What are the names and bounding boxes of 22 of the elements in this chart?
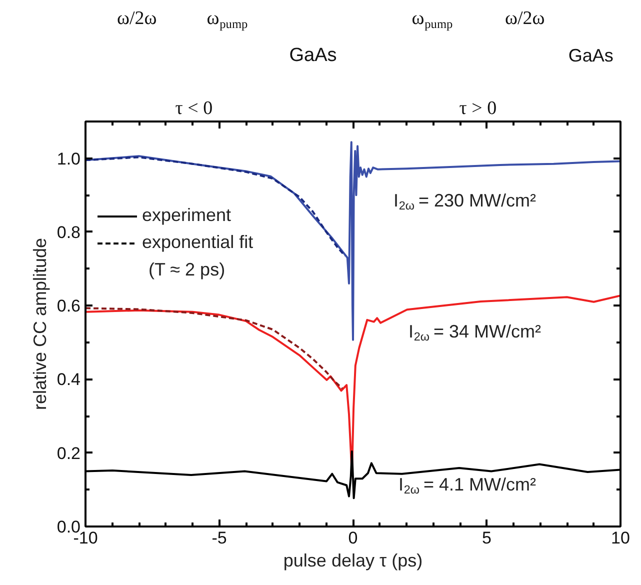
x-tick-label: 10 bbox=[611, 528, 630, 548]
text: ω/2ω bbox=[116, 8, 157, 29]
y-tick-label: 0.8 bbox=[56, 222, 81, 242]
text: τ < 0 bbox=[175, 98, 213, 119]
x-tick-label: -5 bbox=[212, 528, 227, 548]
text: τ > 0 bbox=[459, 98, 497, 119]
line-series bbox=[86, 307, 344, 390]
x-axis-title: pulse delay τ (ps) bbox=[283, 550, 423, 570]
annotation: (T ≈ 2 ps) bbox=[148, 260, 226, 280]
y-tick-label: 1.0 bbox=[56, 149, 81, 168]
x-tick-label: 0 bbox=[348, 528, 358, 548]
text: ω/2ω bbox=[504, 8, 545, 29]
y-tick-label: 0.2 bbox=[56, 444, 81, 463]
y-tick-label: 0.4 bbox=[56, 370, 81, 390]
annotation: exponential fit bbox=[142, 232, 254, 253]
x-tick-label: 5 bbox=[482, 528, 492, 548]
text: GaAs bbox=[289, 45, 337, 66]
text: GaAs bbox=[568, 46, 614, 66]
line-series bbox=[86, 156, 346, 257]
y-tick-label: 0.6 bbox=[56, 296, 81, 316]
y-axis-title: relative CC amplitude bbox=[30, 238, 50, 410]
annotation: experiment bbox=[142, 205, 232, 226]
